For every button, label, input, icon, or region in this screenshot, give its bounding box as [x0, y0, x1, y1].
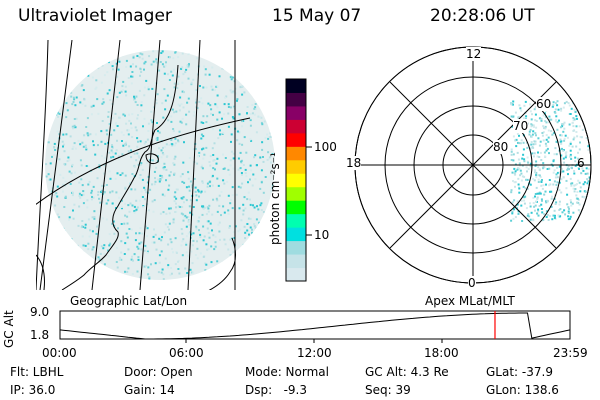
- colorbar-segment: [286, 92, 306, 107]
- mlat-label-80: 80: [493, 140, 509, 154]
- seq-status: Seq: 39: [365, 383, 411, 397]
- colorbar-segment: [286, 105, 306, 120]
- colorbar-segment: [286, 132, 306, 147]
- time-tick-0600: 06:00: [169, 346, 204, 360]
- colorbar: [285, 78, 312, 282]
- mlt-label-18: 18: [346, 156, 362, 170]
- ip-status: IP: 36.0: [10, 383, 56, 397]
- colorbar-segment: [286, 146, 306, 161]
- time-tick-1800: 18:00: [424, 346, 459, 360]
- coastline: [61, 64, 179, 290]
- polar-panel-label: Apex MLat/MLT: [425, 294, 515, 308]
- latitude-grid-line: [36, 117, 251, 205]
- mlt-label-12: 12: [466, 47, 482, 61]
- altitude-plot-frame: [59, 310, 571, 340]
- colorbar-segment: [286, 159, 306, 174]
- gc-alt-status: GC Alt: 4.3 Re: [365, 365, 449, 379]
- altitude-tick-max: 9.0: [30, 305, 50, 319]
- mlat-label-70: 70: [513, 119, 529, 133]
- coastline-south: [208, 237, 236, 290]
- coastline-west: [36, 254, 45, 290]
- altitude-tick-min: 1.8: [30, 328, 50, 342]
- time-tick-1200: 12:00: [297, 346, 332, 360]
- mlt-label-6: 6: [577, 156, 585, 170]
- colorbar-segment: [286, 267, 306, 282]
- colorbar-segment: [286, 213, 306, 228]
- colorbar-segment: [286, 227, 306, 242]
- polar-mlat-mlt-panel: [354, 46, 592, 284]
- polar-grid: [354, 46, 592, 284]
- mlat-label-60: 60: [536, 97, 552, 111]
- colorbar-label-100: 100: [314, 140, 337, 154]
- dsp-status: Dsp: -9.3: [245, 383, 308, 397]
- colorbar-unit-label: photon cm⁻²s⁻¹: [268, 152, 282, 245]
- mode-status: Mode: Normal: [245, 365, 329, 379]
- colorbar-segment: [286, 200, 306, 215]
- mlt-label-0: 0: [468, 276, 476, 290]
- colorbar-segment: [286, 240, 306, 255]
- geo-panel-label: Geographic Lat/Lon: [70, 294, 188, 308]
- longitude-grid-lines: [36, 40, 236, 290]
- glat-status: GLat: -37.9: [486, 365, 553, 379]
- colorbar-segment: [286, 119, 306, 134]
- earth-disk: [45, 50, 275, 280]
- colorbar-segment: [286, 254, 306, 269]
- image-date: 15 May 07: [272, 6, 362, 26]
- colorbar-segment: [286, 79, 306, 93]
- colorbar-label-10: 10: [314, 228, 330, 242]
- gain-status: Gain: 14: [124, 383, 175, 397]
- time-tick-2359: 23:59: [553, 346, 588, 360]
- altitude-axis-label: GC Alt: [2, 310, 16, 348]
- image-time: 20:28:06 UT: [430, 6, 535, 26]
- instrument-title: Ultraviolet Imager: [18, 6, 172, 26]
- colorbar-frame: [285, 78, 307, 282]
- filter-status: Flt: LBHL: [10, 365, 64, 379]
- altitude-curve: [59, 312, 571, 340]
- geographic-image-panel: [36, 40, 275, 290]
- colorbar-segment: [286, 186, 306, 201]
- gulf-coastline: [145, 153, 159, 165]
- colorbar-segment: [286, 173, 306, 188]
- altitude-plot: [59, 310, 571, 343]
- glon-status: GLon: 138.6: [486, 383, 559, 397]
- door-status: Door: Open: [124, 365, 193, 379]
- time-tick-0000: 00:00: [42, 346, 77, 360]
